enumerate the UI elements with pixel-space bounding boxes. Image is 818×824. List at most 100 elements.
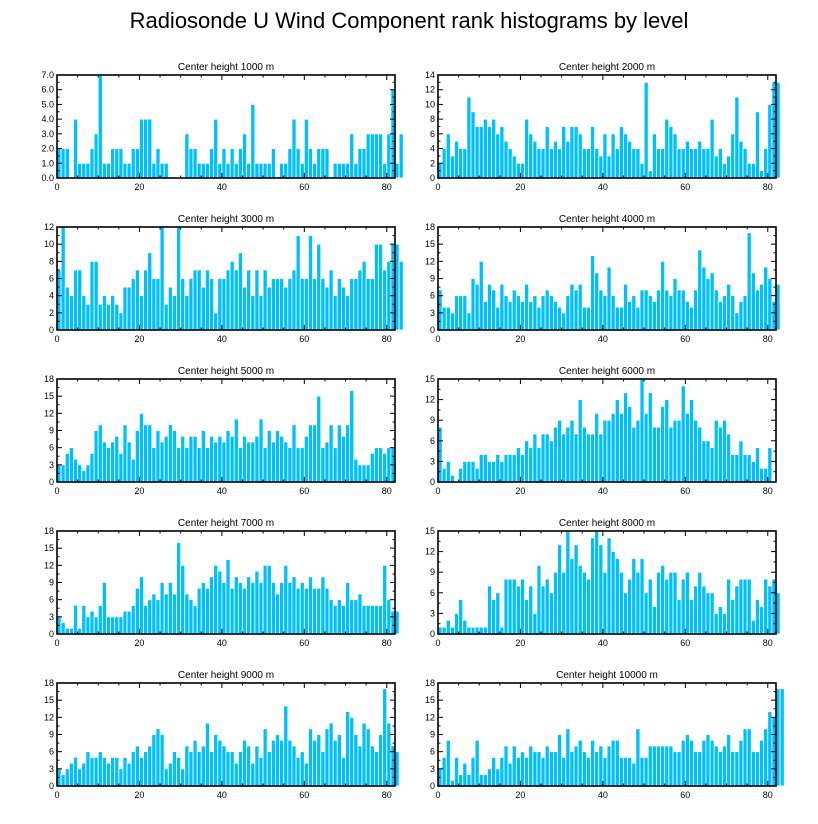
histogram-bar — [730, 751, 736, 787]
histogram-bar — [548, 592, 554, 635]
histogram-bar — [701, 739, 707, 787]
histogram-bar — [590, 739, 596, 787]
histogram-bar — [332, 604, 338, 635]
histogram-bar — [291, 269, 297, 331]
histogram-bar — [454, 140, 460, 179]
histogram-bar — [106, 447, 111, 483]
histogram-bar — [101, 162, 107, 179]
x-tick-label: 0 — [435, 486, 440, 496]
histogram-bar — [639, 558, 645, 635]
histogram-bar — [445, 460, 451, 483]
panel-title: Center height 9000 m — [178, 670, 274, 681]
histogram-bar — [143, 424, 149, 483]
histogram-bar — [233, 418, 239, 483]
histogram-bar — [742, 578, 748, 635]
histogram-bar — [445, 133, 451, 179]
histogram-bar — [279, 278, 285, 331]
histogram-bar — [734, 312, 740, 331]
histogram-bar — [540, 433, 546, 483]
histogram-bar — [536, 148, 542, 179]
histogram-bar — [151, 593, 157, 635]
histogram-bar — [445, 739, 451, 787]
histogram-bar — [341, 435, 346, 483]
histogram-bar — [357, 745, 363, 787]
y-tick-label: 6 — [49, 595, 54, 605]
histogram-bar — [266, 751, 272, 787]
histogram-bar — [503, 295, 509, 331]
histogram-bar — [627, 756, 633, 787]
histogram-bar — [635, 419, 641, 483]
histogram-bar — [373, 604, 379, 635]
histogram-bar — [458, 467, 464, 483]
histogram-bar — [192, 435, 198, 483]
histogram-bar — [357, 148, 363, 179]
histogram-bar — [660, 148, 666, 179]
histogram-bar — [672, 133, 678, 179]
histogram-bar — [320, 447, 326, 483]
histogram-bar — [130, 148, 136, 179]
histogram-bar — [341, 286, 346, 331]
histogram-bar — [676, 148, 682, 179]
histogram-bar — [507, 148, 513, 179]
histogram-bar — [763, 467, 769, 483]
histogram-bar — [689, 148, 694, 179]
histogram-bar — [507, 762, 513, 787]
histogram-bar — [680, 289, 686, 331]
histogram-bar — [606, 266, 612, 331]
y-tick-label: 15 — [44, 391, 54, 401]
histogram-bar — [528, 585, 534, 635]
histogram-bar — [627, 300, 633, 331]
histogram-bar — [204, 269, 210, 331]
histogram-bar — [647, 392, 653, 483]
histogram-bar — [577, 564, 583, 635]
histogram-bar — [462, 148, 468, 179]
histogram-bar — [114, 148, 120, 179]
histogram-bar — [299, 751, 305, 787]
histogram-bar — [487, 126, 492, 179]
histogram-bar — [209, 278, 215, 331]
histogram-bar — [598, 745, 604, 787]
histogram-bar — [759, 467, 765, 483]
histogram-bar — [60, 774, 66, 787]
histogram-bar — [627, 140, 633, 179]
histogram-bar — [585, 306, 591, 331]
histogram-bar — [598, 155, 604, 179]
histogram-bar — [77, 162, 83, 179]
histogram-bar — [742, 454, 748, 483]
histogram-bar — [664, 399, 670, 483]
histogram-bar — [159, 582, 165, 635]
histogram-bar — [746, 728, 752, 787]
histogram-bar — [60, 464, 66, 483]
histogram-bar — [332, 447, 338, 483]
histogram-bar — [561, 571, 567, 635]
histogram-bar — [458, 295, 464, 331]
histogram-bar — [668, 126, 674, 179]
histogram-bar — [97, 424, 103, 483]
histogram-bar — [85, 616, 91, 635]
histogram-bar — [449, 626, 455, 635]
y-tick-label: 6 — [430, 747, 435, 757]
histogram-bar — [647, 745, 653, 787]
histogram-bar — [68, 295, 74, 331]
y-tick-label: 6 — [49, 274, 54, 284]
histogram-bar — [631, 762, 637, 787]
histogram-bar — [713, 745, 719, 787]
histogram-bar — [569, 283, 575, 331]
histogram-bar — [316, 395, 322, 483]
histogram-bar — [134, 269, 140, 331]
histogram-bar — [122, 424, 128, 483]
histogram-bar — [106, 616, 111, 635]
histogram-bar — [697, 249, 703, 331]
histogram-bar — [283, 564, 289, 635]
histogram-bar — [684, 412, 690, 483]
histogram-bar — [270, 148, 276, 179]
histogram-bar — [610, 133, 616, 179]
x-tick-label: 40 — [598, 638, 608, 648]
panel-title: Center height 4000 m — [559, 214, 655, 225]
histogram-bar — [345, 711, 351, 787]
histogram-bar — [515, 585, 521, 635]
x-tick-label: 60 — [680, 334, 690, 344]
histogram-bar — [466, 312, 472, 331]
y-tick-label: 3 — [49, 764, 54, 774]
